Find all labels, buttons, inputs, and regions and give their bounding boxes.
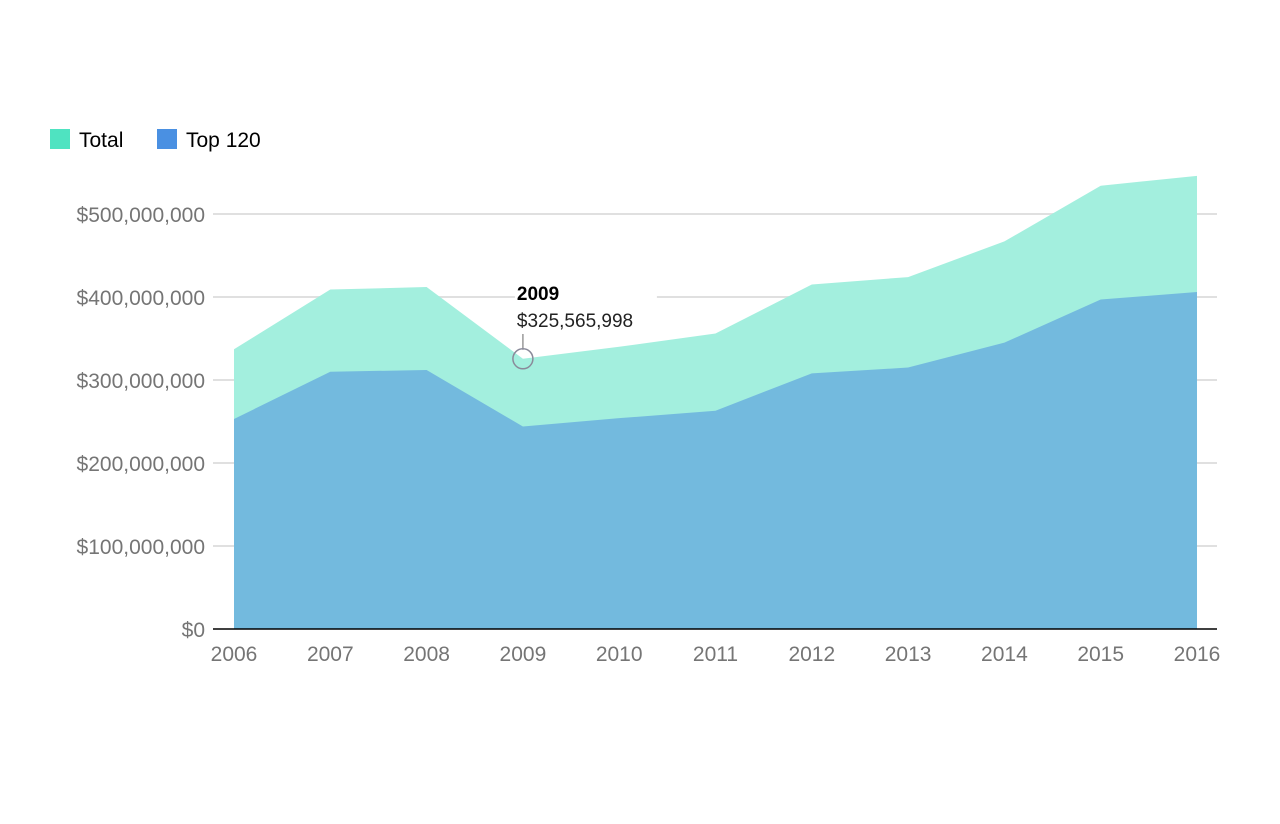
legend-swatch-0[interactable] [50,129,70,149]
legend-label-0[interactable]: Total [79,129,123,152]
x-tick-label: 2011 [693,643,738,666]
annotation-background [514,279,657,331]
x-tick-label: 2010 [596,643,643,666]
annotation: 2009 $325,565,998 [512,279,657,370]
x-tick-label: 2006 [211,643,258,666]
x-axis-ticks: 2006 2007 2008 2009 2010 2011 2012 2013 2014 2015… [211,643,1221,666]
x-tick-label: 2013 [885,643,932,666]
annotation-value: $325,565,998 [517,311,633,332]
annotation-marker[interactable] [512,348,534,370]
x-tick-label: 2012 [788,643,835,666]
annotation-title: 2009 [517,284,559,305]
x-tick-label: 2008 [403,643,450,666]
y-tick-label: $400,000,000 [77,287,205,310]
legend: Total Top 120 [50,129,261,152]
y-tick-label: $100,000,000 [77,536,205,559]
y-tick-label: $200,000,000 [77,453,205,476]
legend-label-1[interactable]: Top 120 [186,129,261,152]
x-tick-label: 2016 [1174,643,1221,666]
legend-swatch-1[interactable] [157,129,177,149]
y-tick-label: $300,000,000 [77,370,205,393]
plot-areas [234,175,1197,629]
y-tick-label: $500,000,000 [77,204,205,227]
y-tick-label: $0 [182,619,205,642]
area-top-120[interactable] [234,292,1197,629]
y-axis-ticks: $0 $100,000,000 $200,000,000 $300,000,000 $4… [77,204,205,642]
x-tick-label: 2009 [500,643,547,666]
x-tick-label: 2014 [981,643,1028,666]
x-tick-label: 2007 [307,643,354,666]
x-tick-label: 2015 [1077,643,1124,666]
